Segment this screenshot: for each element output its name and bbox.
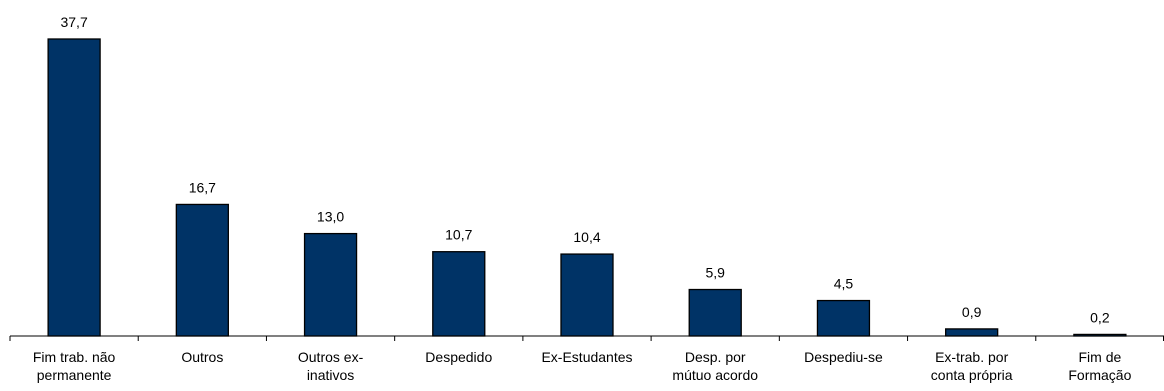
bar-1 xyxy=(47,38,101,337)
bar-3 xyxy=(303,232,358,337)
category-label-2: Outros xyxy=(181,349,223,365)
data-label-4: 10,7 xyxy=(445,227,472,243)
category-label-1: Fim trab. não permanente xyxy=(33,349,116,383)
bar-6 xyxy=(688,288,742,337)
bar-8 xyxy=(945,328,999,337)
data-label-5: 10,4 xyxy=(573,229,600,245)
data-label-2: 16,7 xyxy=(189,179,216,195)
category-label-4: Despedido xyxy=(425,349,492,365)
bar-7 xyxy=(816,299,871,337)
category-label-8: Ex-trab. por conta própria xyxy=(931,349,1013,383)
value-labels-group: 37,7 16,7 13,0 10,7 10,4 5,9 4,5 0,9 0,2 xyxy=(60,14,1109,325)
category-label-5: Ex-Estudantes xyxy=(541,349,632,365)
data-label-1: 37,7 xyxy=(60,14,87,30)
bar-5 xyxy=(560,253,614,337)
data-label-8: 0,9 xyxy=(962,304,982,320)
bar-2 xyxy=(175,203,229,337)
category-label-3: Outros ex-inativos xyxy=(298,349,364,383)
category-labels-group: Fim trab. não permanente Outros Outros ex-i… xyxy=(33,349,1132,383)
x-axis xyxy=(9,335,1164,341)
data-label-6: 5,9 xyxy=(705,265,725,281)
data-label-3: 13,0 xyxy=(317,209,344,225)
bars-group xyxy=(47,38,1127,337)
category-label-6: Desp. por mútuo acordo xyxy=(672,349,758,383)
data-label-7: 4,5 xyxy=(834,276,854,292)
category-label-9: Fim de Formação xyxy=(1068,349,1131,383)
category-label-7: Despediu-se xyxy=(804,349,883,365)
data-label-9: 0,2 xyxy=(1090,309,1110,325)
bar-4 xyxy=(432,251,486,337)
